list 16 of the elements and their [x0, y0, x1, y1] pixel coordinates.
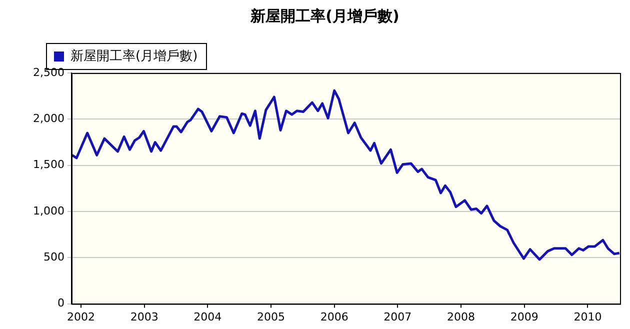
x-tick-label: 2004	[194, 310, 222, 324]
x-tick-label: 2006	[320, 310, 348, 324]
x-tick-label: 2008	[447, 310, 476, 324]
y-tick-label: 2,000	[32, 112, 64, 126]
x-tick-label: 2003	[130, 310, 158, 324]
x-tick-label: 2010	[574, 310, 602, 324]
y-tick-label: 500	[43, 250, 64, 264]
y-tick-label: 0	[57, 296, 64, 310]
x-tick-label: 2007	[384, 310, 412, 324]
x-tick-label: 2009	[510, 310, 538, 324]
y-tick-label: 1,000	[32, 204, 64, 218]
x-tick-label: 2005	[257, 310, 286, 324]
x-tick-label: 2002	[66, 310, 95, 324]
y-tick-label: 1,500	[32, 158, 64, 172]
chart-title: 新屋開工率(月增戶數)	[250, 6, 400, 25]
legend-label: 新屋開工率(月增戶數)	[70, 48, 198, 64]
